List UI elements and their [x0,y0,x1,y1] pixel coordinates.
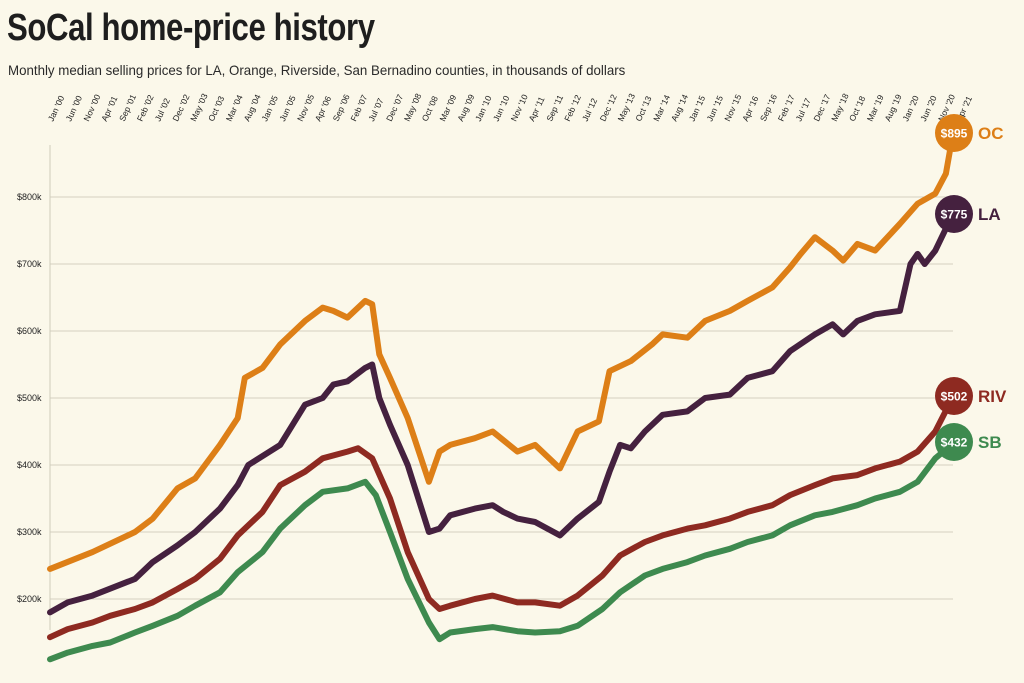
end-label-riv: $502 RIV [935,377,1007,415]
end-label-circle [935,114,973,152]
end-value-label: $895 [941,127,968,141]
x-tick-label: Jul '12 [580,96,599,123]
y-tick-label: $400k [17,460,42,470]
end-value-label: $775 [941,208,968,222]
end-label-circle [935,195,973,233]
y-tick-label: $200k [17,594,42,604]
series-line-sb [47,440,956,663]
end-value-label: $432 [941,436,968,450]
end-label-circle [935,423,973,461]
end-label-la: $775 LA [935,195,1001,233]
end-label-sb: $432 SB [935,423,1002,461]
x-tick-label: Jul '02 [153,96,172,123]
end-label-circle [935,377,973,415]
series-line-oc [47,130,956,572]
end-labels: $895 OC $775 LA $502 RIV $432 SB [935,114,1007,461]
y-tick-label: $500k [17,393,42,403]
y-tick-label: $700k [17,259,42,269]
series-name-label: OC [978,124,1004,143]
series-lines [47,130,956,663]
x-tick-label: Jul '07 [366,96,385,123]
end-value-label: $502 [941,390,968,404]
x-tick-label: Jul '17 [794,96,813,123]
y-axis: $200k $300k $400k $500k $600k $700k $800k [17,145,51,630]
y-tick-label: $300k [17,527,42,537]
y-tick-label: $600k [17,326,42,336]
end-label-oc: $895 OC [935,114,1004,152]
series-name-label: LA [978,205,1001,224]
series-name-label: RIV [978,387,1007,406]
series-line-riv [47,393,956,641]
chart-title: SoCal home-price history [7,7,375,49]
series-line-la [47,210,956,616]
y-tick-label: $800k [17,192,42,202]
series-name-label: SB [978,433,1002,452]
chart-subtitle: Monthly median selling prices for LA, Or… [8,62,626,78]
